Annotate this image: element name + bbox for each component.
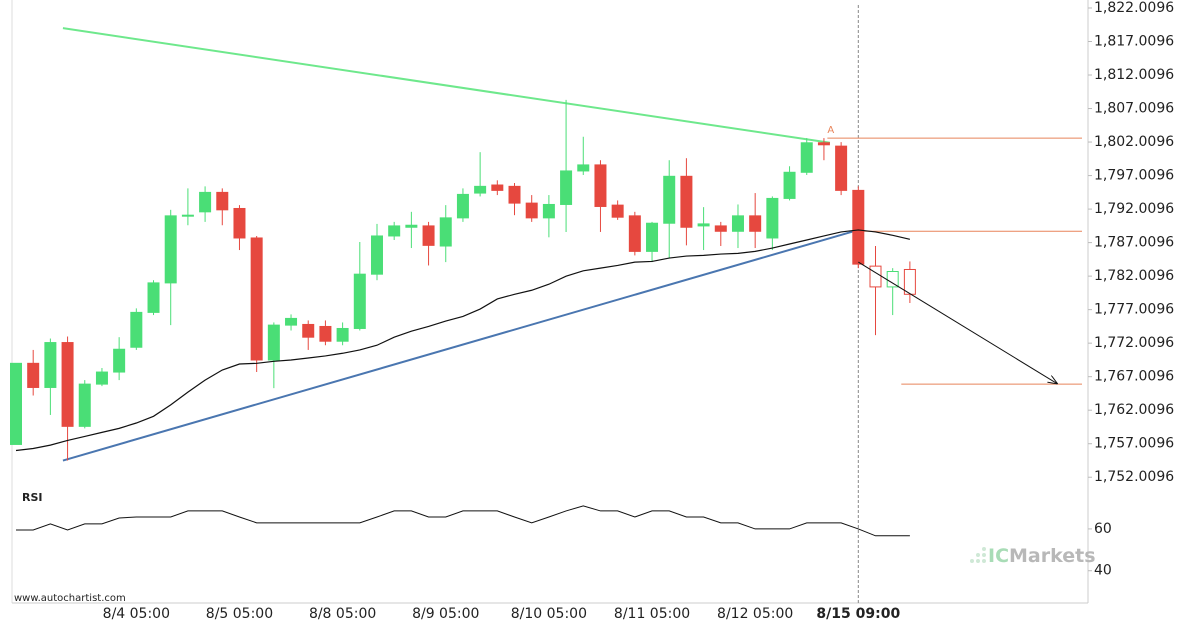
y-tick-label: 1,772.0096: [1094, 335, 1174, 351]
brand-prefix: IC: [988, 545, 1009, 567]
candle-body: [113, 348, 126, 373]
y-tick-label: 1,822.0096: [1094, 0, 1174, 16]
candle-body: [680, 175, 693, 228]
candle-body: [611, 204, 624, 218]
candle-body: [852, 189, 865, 265]
candle-body: [542, 203, 555, 219]
candle-body: [766, 197, 779, 239]
x-tick-label: 8/5 05:00: [206, 606, 273, 622]
candle-body: [646, 222, 659, 252]
candle-body: [388, 225, 401, 237]
rsi-line: [16, 505, 910, 537]
candle-body: [439, 217, 452, 247]
candle-body: [835, 145, 848, 191]
x-tick-label: 8/12 05:00: [717, 606, 793, 622]
brand: ICMarkets: [988, 545, 1096, 567]
y-tick-label: 1,787.0096: [1094, 235, 1174, 251]
candle-body: [577, 164, 590, 172]
x-tick-label: 8/9 05:00: [412, 606, 479, 622]
y-tick-label: 1,802.0096: [1094, 134, 1174, 150]
candle-body: [147, 282, 160, 313]
candle-body: [560, 170, 573, 205]
candle-body: [731, 215, 744, 232]
y-tick-label: 1,762.0096: [1094, 402, 1174, 418]
candle-body: [233, 207, 246, 239]
candle-body: [285, 317, 298, 326]
rsi-tick-label: 60: [1094, 521, 1112, 537]
x-tick-label: 8/8 05:00: [309, 606, 376, 622]
y-tick-label: 1,757.0096: [1094, 436, 1174, 452]
y-tick-label: 1,817.0096: [1094, 33, 1174, 49]
y-tick-label: 1,807.0096: [1094, 101, 1174, 117]
y-tick-label: 1,797.0096: [1094, 168, 1174, 184]
pattern-label: A: [827, 125, 834, 136]
y-tick-label: 1,812.0096: [1094, 67, 1174, 83]
candle-body: [267, 324, 280, 361]
y-tick-label: 1,752.0096: [1094, 469, 1174, 485]
candle-body: [130, 311, 143, 348]
candle-body: [783, 171, 796, 199]
candle-body: [903, 268, 916, 295]
trend-line: [62, 27, 831, 144]
rsi-title: RSI: [22, 491, 43, 504]
candle-body: [353, 273, 366, 329]
y-tick-label: 1,777.0096: [1094, 302, 1174, 318]
candle-body: [491, 184, 504, 191]
candle-body: [370, 235, 383, 275]
x-tick-label: 8/15 09:00: [816, 606, 900, 622]
candle-body: [628, 215, 641, 252]
candle-body: [250, 237, 263, 361]
candle-body: [78, 383, 91, 427]
brand-logo: ICMarkets: [970, 545, 1096, 567]
candle-body: [508, 185, 521, 204]
candle-body: [302, 323, 315, 338]
y-tick-label: 1,792.0096: [1094, 201, 1174, 217]
candle-body: [697, 223, 710, 227]
candle-body: [319, 325, 332, 342]
candle-body: [405, 224, 418, 228]
y-tick-label: 1,767.0096: [1094, 369, 1174, 385]
x-tick-label: 8/11 05:00: [614, 606, 690, 622]
candle-body: [817, 142, 830, 146]
candle-body: [164, 215, 177, 284]
candle-body: [456, 193, 469, 219]
candle-body: [663, 175, 676, 224]
candle-body: [474, 185, 487, 194]
candle-body: [10, 362, 22, 445]
candle-body: [27, 362, 40, 388]
x-tick-label: 8/10 05:00: [511, 606, 587, 622]
candle-body: [869, 265, 882, 288]
candle-body: [61, 342, 74, 427]
candle-body: [216, 191, 229, 211]
trend-line: [62, 228, 859, 462]
candle-body: [749, 215, 762, 232]
candle-body: [800, 142, 813, 173]
candle-body: [422, 225, 435, 246]
forecast-arrow: [858, 261, 1057, 383]
candle-body: [44, 342, 57, 388]
y-tick-label: 1,782.0096: [1094, 268, 1174, 284]
candle-body: [181, 214, 194, 217]
candle-body: [95, 371, 108, 385]
rsi-tick-label: 40: [1094, 563, 1112, 579]
source: www.autochartist.com: [14, 593, 126, 604]
candle-body: [714, 225, 727, 232]
candle-body: [886, 270, 899, 288]
candle-body: [594, 164, 607, 207]
brand-name: Markets: [1009, 545, 1096, 567]
candle-body: [525, 202, 538, 219]
x-tick-label: 8/4 05:00: [103, 606, 170, 622]
moving-average: [15, 229, 911, 452]
candle-body: [336, 327, 349, 342]
candle-body: [199, 191, 212, 213]
